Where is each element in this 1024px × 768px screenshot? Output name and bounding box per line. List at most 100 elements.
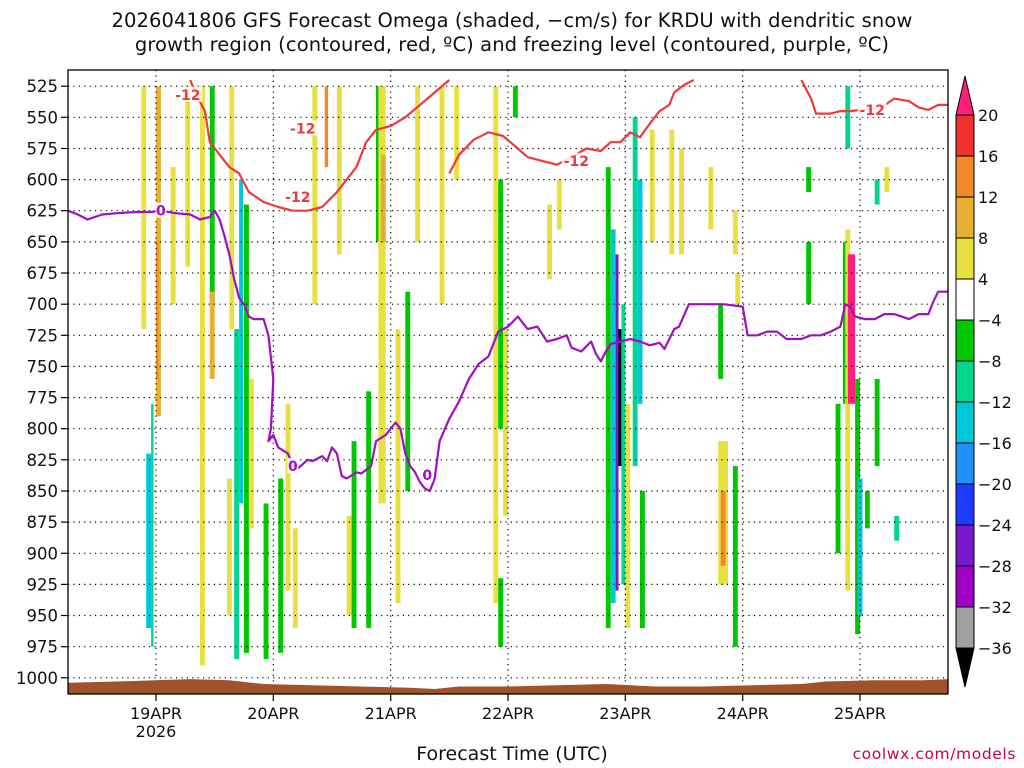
omega-cell xyxy=(732,466,738,647)
omega-cell xyxy=(732,210,738,255)
y-tick-label: 850 xyxy=(27,482,59,501)
omega-cell xyxy=(503,329,508,516)
contour-label: 0 xyxy=(288,459,298,475)
x-axis-title: Forecast Time (UTC) xyxy=(416,743,608,765)
contour-label-background xyxy=(288,120,318,136)
omega-cell xyxy=(649,129,655,242)
omega-cell xyxy=(248,378,254,529)
omega-cell xyxy=(625,403,631,628)
omega-cell xyxy=(263,503,269,660)
x-tick-label: 20APR xyxy=(247,704,299,723)
y-tick-label: 725 xyxy=(27,326,59,345)
colorbar-tick-label: 20 xyxy=(978,106,998,125)
omega-cell xyxy=(894,515,900,541)
contour-label: 0 xyxy=(156,204,166,220)
omega-cell xyxy=(156,241,159,379)
y-tick-label: 875 xyxy=(27,513,59,532)
contour-label: -12 xyxy=(285,190,310,206)
omega-cell xyxy=(498,578,504,647)
colorbar-swatch xyxy=(955,114,975,157)
omega-cell xyxy=(845,86,851,149)
colorbar-tick-label: −8 xyxy=(978,352,1002,371)
omega-cell xyxy=(312,86,318,305)
omega-cell xyxy=(720,491,726,566)
contour-label: 0 xyxy=(422,468,432,484)
omega-cell xyxy=(847,254,856,404)
colorbar-tick-label: −12 xyxy=(978,393,1012,412)
omega-cell xyxy=(835,403,841,554)
omega-cell xyxy=(415,86,420,242)
omega-cell xyxy=(151,403,154,647)
omega-cell xyxy=(324,86,329,168)
colorbar-swatch xyxy=(955,442,975,485)
omega-cell xyxy=(141,86,147,330)
contour-label-background xyxy=(561,152,591,168)
omega-cell xyxy=(857,478,863,616)
y-tick-label: 675 xyxy=(27,264,59,283)
omega-cell xyxy=(708,167,714,230)
omega-cell xyxy=(336,86,342,255)
colorbar-swatch xyxy=(955,565,975,608)
y-tick-label: 600 xyxy=(27,171,59,190)
contour-label-background xyxy=(287,458,299,474)
omega-cell xyxy=(640,491,645,628)
y-tick-label: 950 xyxy=(27,607,59,626)
colorbar-swatch xyxy=(955,606,975,649)
y-tick-label: 825 xyxy=(27,451,59,470)
colorbar-swatch xyxy=(955,483,975,526)
omega-cell xyxy=(156,86,161,417)
colorbar-tick-label: −36 xyxy=(978,639,1012,658)
colorbar-swatch xyxy=(955,237,975,280)
omega-cell xyxy=(845,229,851,591)
contour-label: -12 xyxy=(290,122,315,138)
omega-cell xyxy=(229,86,235,330)
contour-label-background xyxy=(155,202,167,218)
y-tick-label: 625 xyxy=(27,202,59,221)
y-tick-label: 800 xyxy=(27,420,59,439)
colorbar-tick-label: −4 xyxy=(978,311,1002,330)
omega-cell xyxy=(405,291,411,491)
omega-cell xyxy=(874,179,880,205)
omega-cell xyxy=(285,403,291,591)
colorbar-tick-label: −24 xyxy=(978,516,1012,535)
omega-cell xyxy=(395,329,401,604)
y-tick-label: 900 xyxy=(27,544,59,563)
colorbar-tick-label: 16 xyxy=(978,147,998,166)
colorbar-tick-label: 4 xyxy=(978,270,988,289)
contour-label-background xyxy=(421,466,433,482)
x-tick-label: 24APR xyxy=(717,704,769,723)
contour-label-background xyxy=(283,189,313,204)
omega-shading-layer xyxy=(141,86,900,666)
omega-cell xyxy=(226,478,232,616)
omega-cell xyxy=(346,515,352,616)
axes: 525 550 575 600 625 650 675 700 725 750 775 800 825 8… xyxy=(16,77,886,741)
omega-cell xyxy=(170,167,176,305)
freezing-level-contour xyxy=(68,209,948,493)
omega-cell xyxy=(234,329,240,660)
y-tick-label: 575 xyxy=(27,140,59,159)
source-credit[interactable]: coolwx.com/models xyxy=(852,745,1016,763)
terrain-fill xyxy=(68,679,948,694)
contour-label-background xyxy=(857,101,887,117)
colorbar-tick-label: 8 xyxy=(978,229,988,248)
contour-layer: -12 -12 -12 -12 -12 0 0 0 xyxy=(68,79,948,493)
omega-cell xyxy=(632,117,638,467)
contour-label: -12 xyxy=(175,88,200,104)
omega-cell xyxy=(735,273,741,305)
terrain-layer xyxy=(68,679,948,694)
colorbar-swatch xyxy=(955,196,975,239)
omega-cell xyxy=(493,86,499,604)
y-tick-label: 700 xyxy=(27,295,59,314)
colorbar-swatch xyxy=(955,278,975,321)
omega-cell xyxy=(239,179,243,504)
omega-cell xyxy=(874,378,880,467)
x-tick-label: 25APR xyxy=(834,704,886,723)
omega-cell xyxy=(200,86,205,666)
omega-cell xyxy=(669,129,675,255)
colorbar-swatch xyxy=(955,524,975,567)
omega-cell xyxy=(884,167,890,192)
omega-cell xyxy=(864,491,870,529)
dgz-contour-minus12-lower xyxy=(448,79,695,174)
omega-cell xyxy=(439,86,445,305)
omega-cell xyxy=(209,86,215,305)
